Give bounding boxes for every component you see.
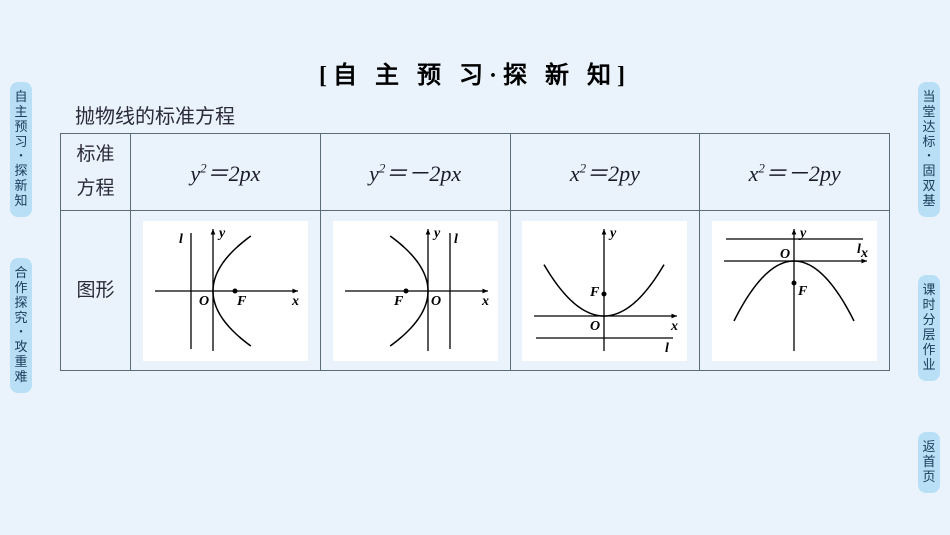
svg-text:y: y: [217, 226, 226, 241]
parabola-figure: l F Ox y: [333, 221, 498, 361]
equation-cell: y2＝－2px: [320, 134, 510, 211]
svg-text:y: y: [798, 226, 807, 241]
parabola-figure: l F Ox y: [143, 221, 308, 361]
svg-text:F: F: [797, 284, 808, 299]
svg-text:F: F: [393, 294, 404, 309]
svg-text:x: x: [481, 294, 489, 309]
tab-home[interactable]: 返首页: [918, 432, 940, 493]
tab-preview[interactable]: 自主预习•探新知: [10, 82, 32, 217]
tab-coop[interactable]: 合作探究•攻重难: [10, 258, 32, 393]
svg-text:O: O: [590, 319, 600, 334]
svg-text:O: O: [431, 294, 441, 309]
row-header-eq: 标准方程: [61, 134, 131, 211]
equation-table: 标准方程 y2＝2px y2＝－2px x2＝2py x2＝－2py 图形 l F…: [60, 133, 890, 371]
svg-text:l: l: [454, 232, 458, 247]
svg-text:O: O: [199, 294, 209, 309]
parabola-figure: l F Ox y: [522, 221, 687, 361]
table-row: 标准方程 y2＝2px y2＝－2px x2＝2py x2＝－2py: [61, 134, 890, 211]
svg-text:y: y: [432, 226, 441, 241]
svg-text:l: l: [665, 341, 669, 356]
equation-cell: y2＝2px: [131, 134, 321, 211]
page-subtitle: 抛物线的标准方程: [75, 100, 890, 129]
equation-cell: x2＝－2py: [700, 134, 890, 211]
table-row: 图形 l F Ox y l F Ox y l F Ox y l F Ox y: [61, 211, 890, 371]
parabola-figure: lFOxy: [712, 221, 877, 361]
row-header-fig: 图形: [61, 211, 131, 371]
tab-class[interactable]: 当堂达标•固双基: [918, 82, 940, 217]
svg-text:x: x: [670, 319, 678, 334]
tab-homework[interactable]: 课时分层作业: [918, 275, 940, 381]
equation-cell: x2＝2py: [510, 134, 700, 211]
svg-text:x: x: [860, 246, 868, 261]
svg-text:F: F: [589, 285, 600, 300]
page-title: [自 主 预 习·探 新 知]: [60, 55, 890, 90]
svg-text:l: l: [179, 232, 183, 247]
svg-text:F: F: [236, 294, 247, 309]
svg-text:O: O: [780, 247, 790, 262]
svg-text:y: y: [608, 226, 617, 241]
svg-text:x: x: [291, 294, 299, 309]
